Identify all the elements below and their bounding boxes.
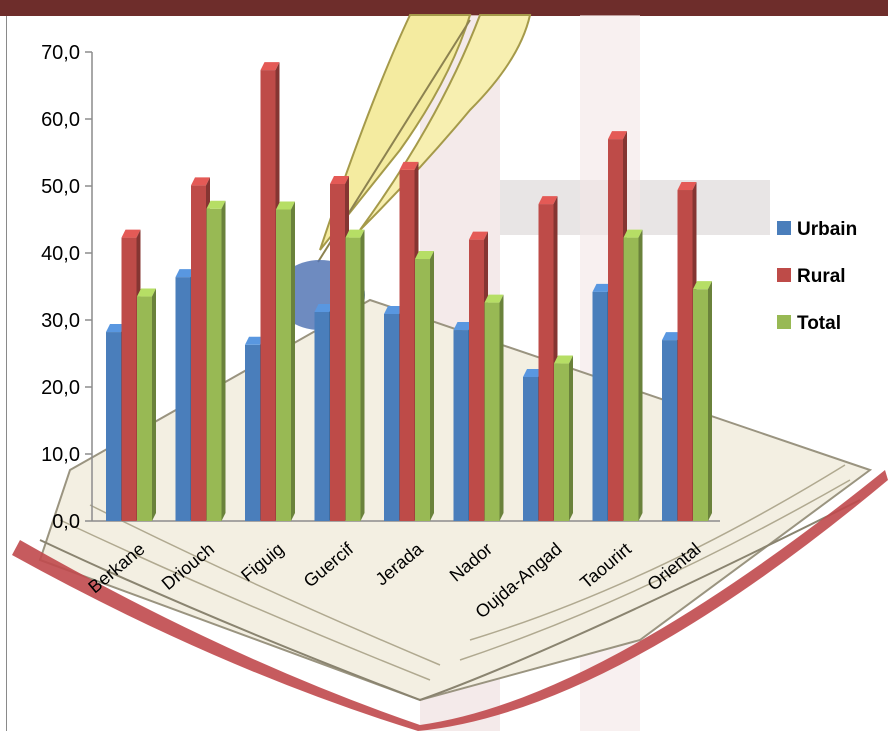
bar-side [360,229,365,521]
bar-top [538,196,558,205]
legend-label-urbain: Urbain [797,219,857,240]
bar-top [314,303,334,312]
bar-rural [260,70,276,521]
bar-total [206,208,222,521]
bar-top [345,229,365,238]
bar-total [276,209,291,521]
x-tick-label: Guercif [300,538,358,591]
bar-rural [330,183,345,522]
bar-urbain [314,311,330,521]
y-tick-label: 10,0 [41,444,80,466]
bar-urbain [453,330,469,521]
bar-side [430,251,434,521]
bar-top [623,229,643,238]
bar-top [484,294,504,303]
header-band [0,0,888,16]
x-tick-label: Figuig [237,539,287,586]
bar-urbain [175,277,191,521]
legend-swatch-rural [777,268,791,282]
legend-swatch-urbain [777,221,791,235]
bar-top [206,200,226,209]
x-tick-label: Oriental [643,539,704,595]
bar-side [638,229,643,521]
bar-top [523,368,542,377]
bar-top [592,283,612,292]
bar-urbain [106,332,121,521]
bar-urbain [245,344,260,521]
bar-top [693,281,712,290]
bar-top [121,229,141,238]
bar-rural [608,139,623,521]
bar-rural [191,185,206,521]
frame-line [6,16,7,731]
bar-top [384,305,403,314]
bar-top [469,231,488,240]
bar-top [608,131,627,140]
x-tick-label: Jerada [372,538,428,589]
bar-side [152,288,156,521]
bar-side [291,201,295,521]
bar-urbain [592,291,608,521]
bar-total [345,237,361,521]
bar-total [623,237,639,521]
y-tick-label: 50,0 [41,176,80,198]
bar-top [399,161,419,170]
bar-total [415,259,430,521]
bar-top [106,324,125,333]
bar-top [245,336,264,345]
bar-top [554,355,573,364]
y-tick-label: 30,0 [41,310,80,332]
bar-side [569,355,573,521]
y-tick-label: 70,0 [41,42,80,64]
bar-urbain [523,376,538,521]
bar-rural [399,169,415,522]
bar-top [662,332,681,341]
bar-urbain [384,313,399,521]
legend-swatch-total [777,315,791,329]
bar-rural [538,204,554,521]
y-tick-label: 0,0 [52,511,80,533]
bar-side [221,200,226,521]
bar-rural [121,237,137,521]
bar-side [708,281,712,521]
bar-rural [469,239,484,521]
bar-top [330,175,349,184]
bar-top [137,288,156,297]
bar-top [415,251,434,260]
y-tick-label: 20,0 [41,377,80,399]
bar-top [260,62,280,71]
x-tick-label: Nador [446,539,496,586]
bar-urbain [662,340,677,521]
x-tick-label: Taourirt [576,539,635,593]
bar-total [484,302,500,521]
bar-top [677,182,697,191]
bar-top [191,177,210,186]
x-tick-label: Driouch [158,539,218,594]
y-tick-label: 60,0 [41,109,80,131]
bar-total [137,296,152,521]
bar-total [554,363,569,521]
legend-label-total: Total [797,313,841,334]
bar-side [499,294,504,521]
bar-total [693,289,708,521]
y-tick-label: 40,0 [41,243,80,265]
bar-top [276,201,295,210]
x-tick-label: Berkane [84,539,148,597]
bar-rural [677,190,693,521]
legend-label-rural: Rural [797,266,846,287]
bar-top [175,269,195,278]
bar-top [453,322,473,331]
